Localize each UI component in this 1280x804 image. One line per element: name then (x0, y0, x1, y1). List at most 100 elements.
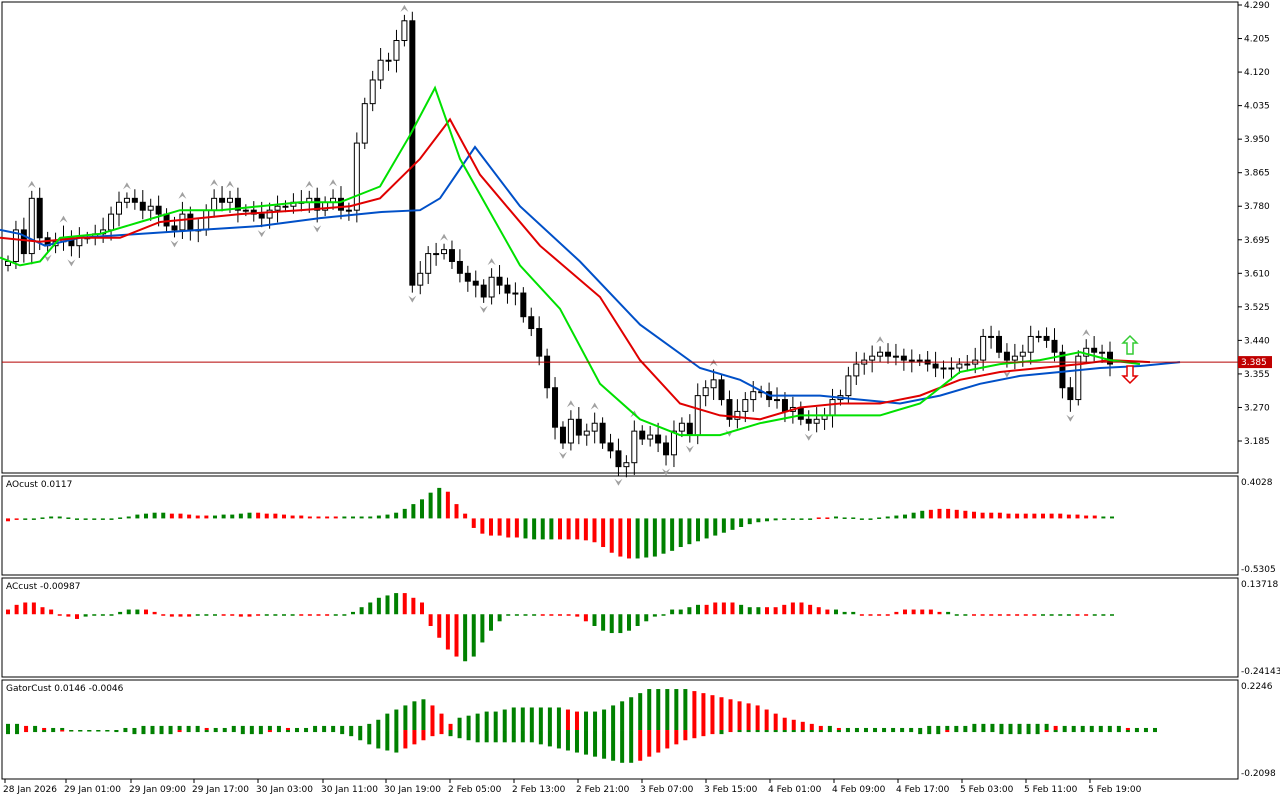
candle-body (409, 20, 416, 286)
time-axis-label: 5 Feb 19:00 (1088, 785, 1142, 795)
gatorcust-upper-bar (340, 725, 345, 731)
accust-bar (299, 614, 304, 616)
accust-bar (558, 614, 562, 616)
candle-body (829, 399, 836, 416)
gatorcust-upper-bar (574, 711, 579, 731)
gatorcust-upper-bar (412, 701, 417, 731)
gatorcust-lower-bar (304, 730, 309, 733)
fractal-up-marker (122, 182, 131, 190)
accust-bar (256, 614, 261, 616)
candle-body (163, 213, 170, 227)
gatorcust-lower-bar (204, 730, 209, 733)
candle-body (631, 430, 638, 464)
aocust-bar (342, 516, 347, 519)
aocust-bar (1084, 515, 1089, 519)
aocust-bar (652, 518, 657, 557)
gatorcust-lower-bar (520, 730, 525, 743)
candle-body (813, 418, 820, 424)
price-axis-label: 3.950 (1244, 135, 1270, 145)
gatorcust-lower-bar (159, 730, 164, 735)
gatorcust-upper-bar (313, 725, 318, 731)
fractal-up-marker (27, 180, 36, 188)
gatorcust-lower-bar (195, 730, 200, 733)
candle-body (139, 201, 146, 211)
fractal-up-marker (329, 179, 338, 187)
gatorcust-upper-bar (863, 727, 868, 731)
aocust-bar (264, 513, 269, 519)
gatorcust-upper-bar (972, 723, 977, 731)
gatorcust-lower-bar (981, 730, 986, 733)
accust-bar (394, 593, 399, 615)
aocust-bar (566, 518, 571, 540)
gatorcust-lower-bar (105, 730, 110, 732)
time-axis-label: 30 Jan 11:00 (321, 785, 378, 795)
gatorcust-upper-bar (448, 723, 453, 731)
accust-bar (463, 614, 468, 662)
gatorcust-upper-bar (836, 727, 841, 731)
aocust-bar (911, 512, 916, 519)
accust-bar (1023, 614, 1028, 616)
price-axis-label: 3.270 (1244, 403, 1270, 413)
accust-bar (730, 602, 735, 615)
time-axis-label: 4 Feb 01:00 (768, 785, 822, 795)
gatorcust-lower-bar (258, 730, 263, 735)
candle-body (1035, 335, 1042, 338)
gatorcust-lower-bar (728, 730, 733, 733)
gatorcust-lower-bar (466, 730, 471, 741)
candle-body (28, 197, 35, 255)
accust-bar (765, 607, 769, 615)
gatorcust-upper-bar (258, 725, 263, 731)
accust-bar (100, 614, 105, 616)
accust-bar (307, 614, 312, 616)
aocust-bar (290, 515, 295, 519)
gatorcust-upper-bar (430, 705, 435, 731)
gatorcust-lower-bar (737, 730, 742, 733)
accust-bar (290, 614, 295, 616)
accust-bar (756, 607, 761, 615)
accust-bar (325, 614, 330, 616)
aocust-bar (109, 518, 114, 520)
price-axis-label: 3.695 (1244, 236, 1270, 246)
fractal-down-marker (662, 468, 671, 476)
gatorcust-lower-bar (611, 730, 616, 761)
aocust-bar (514, 518, 519, 538)
fractal-down-marker (804, 433, 813, 441)
time-axis-label: 29 Jan 09:00 (129, 785, 186, 795)
gatorcust-lower-bar (1044, 730, 1049, 733)
gatorcust-lower-bar (710, 730, 715, 735)
accust-bar (678, 609, 683, 615)
candle-body (512, 292, 519, 295)
gatorcust-lower-bar (69, 730, 74, 732)
candle-body (211, 197, 218, 211)
accust-bar (652, 614, 657, 617)
gatorcust-lower-bar (376, 730, 381, 749)
gatorcust-upper-bar (42, 727, 47, 731)
candle-body (678, 422, 685, 432)
aocust-bar (83, 518, 88, 520)
accust-bar (954, 614, 959, 616)
accust-bar (808, 604, 813, 615)
aocust-bar (920, 510, 925, 519)
accust-bar (980, 614, 985, 616)
candle-body (956, 363, 963, 369)
gatorcust-lower-bar (574, 730, 579, 753)
accust-bar (721, 602, 726, 615)
gatorcust-upper-bar (529, 707, 534, 731)
gatorcust-lower-bar (845, 730, 850, 733)
candle-body (670, 430, 677, 456)
gatorcust-lower-bar (565, 730, 570, 751)
aocust-bar (454, 504, 459, 519)
candle-body (647, 434, 654, 440)
gatorcust-lower-bar (231, 730, 236, 733)
gatorcust-upper-bar (195, 725, 200, 731)
fractal-up-marker (487, 258, 496, 266)
gatorcust-lower-bar (918, 730, 923, 735)
aocust-bar (411, 504, 416, 519)
accust-bar (187, 614, 192, 617)
candle-body (171, 225, 178, 231)
gatorcust-lower-bar (638, 730, 643, 761)
accust-bar (825, 609, 830, 615)
aocust-bar (307, 516, 312, 519)
